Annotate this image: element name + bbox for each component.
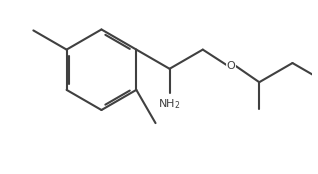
Text: O: O bbox=[227, 61, 235, 71]
Text: NH$_2$: NH$_2$ bbox=[158, 98, 181, 111]
